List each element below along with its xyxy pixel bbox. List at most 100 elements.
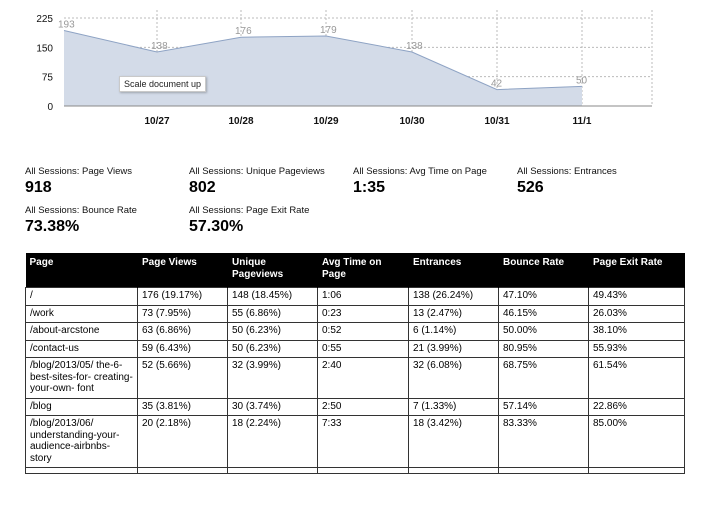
- table-cell: 20 (2.18%): [137, 415, 228, 468]
- pages-table: Page Page Views Unique Pageviews Avg Tim…: [25, 253, 685, 474]
- metric-unique-pageviews: All Sessions: Unique Pageviews 802: [189, 166, 325, 197]
- table-cell: 32 (3.99%): [227, 357, 318, 399]
- table-cell-page[interactable]: [25, 467, 138, 474]
- page-views-chart: 193 138 176 179 138 42 50 0 75 150 225 10/27 10/28 10…: [36, 10, 653, 127]
- table-cell-page[interactable]: /about-arcstone: [25, 322, 138, 341]
- metric-label: All Sessions: Page Views: [25, 166, 133, 177]
- table-cell: 47.10%: [498, 287, 589, 306]
- table-cell: 80.95%: [498, 339, 589, 358]
- table-cell-page[interactable]: /: [25, 287, 138, 306]
- table-cell: 0:52: [317, 322, 409, 341]
- x-tick-label: 10/28: [228, 116, 253, 127]
- column-header-avg-time[interactable]: Avg Time on Page: [317, 253, 409, 288]
- column-header-page[interactable]: Page: [25, 253, 138, 288]
- table-cell: 55.93%: [588, 339, 685, 358]
- table-cell: 46.15%: [498, 304, 589, 323]
- table-cell: 50 (6.23%): [227, 322, 318, 341]
- column-header-entrances[interactable]: Entrances: [408, 253, 499, 288]
- data-label: 179: [320, 25, 337, 36]
- data-label: 50: [576, 75, 588, 86]
- table-cell: [588, 467, 685, 474]
- table-row: [25, 467, 685, 474]
- metric-label: All Sessions: Entrances: [517, 166, 617, 177]
- y-tick-label: 150: [36, 43, 53, 54]
- x-tick-label: 10/30: [399, 116, 424, 127]
- column-header-unique-pageviews[interactable]: Unique Pageviews: [227, 253, 318, 288]
- table-cell: [227, 467, 318, 474]
- table-cell: 18 (3.42%): [408, 415, 499, 468]
- metric-avg-time: All Sessions: Avg Time on Page 1:35: [353, 166, 487, 197]
- table-cell: 6 (1.14%): [408, 322, 499, 341]
- data-label: 138: [151, 41, 168, 52]
- metric-value: 802: [189, 179, 216, 196]
- metric-label: All Sessions: Page Exit Rate: [189, 205, 310, 216]
- table-cell: 1:06: [317, 287, 409, 306]
- table-row: /about-arcstone 63 (6.86%) 50 (6.23%) 0:52 6…: [25, 322, 685, 341]
- data-label: 138: [406, 41, 423, 52]
- y-tick-label: 225: [36, 14, 53, 25]
- table-cell: 85.00%: [588, 415, 685, 468]
- table-row: /blog 35 (3.81%) 30 (3.74%) 2:50 7 (1.33%) 57…: [25, 397, 685, 416]
- data-label: 193: [58, 20, 75, 31]
- table-cell: [317, 467, 409, 474]
- table-cell: 73 (7.95%): [137, 304, 228, 323]
- table-cell: [498, 467, 589, 474]
- table-cell-page[interactable]: /blog/2013/06/ understanding-your- audie…: [25, 415, 138, 468]
- table-cell-page[interactable]: /blog: [25, 397, 138, 416]
- table-cell: 49.43%: [588, 287, 685, 306]
- table-cell: 63 (6.86%): [137, 322, 228, 341]
- metric-value: 73.38%: [25, 218, 80, 235]
- table-cell: 7 (1.33%): [408, 397, 499, 416]
- table-cell: 32 (6.08%): [408, 357, 499, 399]
- data-label: 42: [491, 79, 503, 90]
- table-cell-page[interactable]: /blog/2013/05/ the-6-best-sites-for- cre…: [25, 357, 138, 399]
- table-row: /blog/2013/05/ the-6-best-sites-for- cre…: [25, 357, 685, 399]
- table-cell: 7:33: [317, 415, 409, 468]
- table-cell: 30 (3.74%): [227, 397, 318, 416]
- table-cell: 21 (3.99%): [408, 339, 499, 358]
- metric-page-views: All Sessions: Page Views 918: [25, 166, 132, 197]
- metric-entrances: All Sessions: Entrances 526: [517, 166, 617, 197]
- table-row: /work 73 (7.95%) 55 (6.86%) 0:23 13 (2.47%) 4…: [25, 304, 685, 323]
- table-cell: 59 (6.43%): [137, 339, 228, 358]
- column-header-exit-rate[interactable]: Page Exit Rate: [588, 253, 685, 288]
- column-header-page-views[interactable]: Page Views: [137, 253, 228, 288]
- table-row: /contact-us 59 (6.43%) 50 (6.23%) 0:55 21 (3…: [25, 339, 685, 358]
- table-cell: 68.75%: [498, 357, 589, 399]
- column-header-bounce-rate[interactable]: Bounce Rate: [498, 253, 589, 288]
- table-cell: 148 (18.45%): [227, 287, 318, 306]
- table-cell: 176 (19.17%): [137, 287, 228, 306]
- series-line: [63, 30, 583, 91]
- metric-bounce-rate: All Sessions: Bounce Rate 73.38%: [25, 205, 137, 236]
- table-cell: 52 (5.66%): [137, 357, 228, 399]
- data-label: 176: [235, 26, 252, 37]
- table-cell: 50.00%: [498, 322, 589, 341]
- table-cell-page[interactable]: /work: [25, 304, 138, 323]
- table-cell: 0:23: [317, 304, 409, 323]
- table-cell: 50 (6.23%): [227, 339, 318, 358]
- table-cell: 2:50: [317, 397, 409, 416]
- y-tick-label: 75: [42, 73, 54, 84]
- table-cell: 0:55: [317, 339, 409, 358]
- metric-value: 918: [25, 179, 52, 196]
- tooltip: Scale document up: [119, 76, 207, 92]
- table-row: /blog/2013/06/ understanding-your- audie…: [25, 415, 685, 468]
- metric-value: 1:35: [353, 179, 386, 196]
- table-cell: [408, 467, 499, 474]
- metric-label: All Sessions: Bounce Rate: [25, 205, 137, 216]
- metric-label: All Sessions: Avg Time on Page: [353, 166, 487, 177]
- table-cell: 35 (3.81%): [137, 397, 228, 416]
- table-cell-page[interactable]: /contact-us: [25, 339, 138, 358]
- x-tick-label: 11/1: [573, 116, 592, 127]
- metric-label: All Sessions: Unique Pageviews: [189, 166, 325, 177]
- table-cell: 57.14%: [498, 397, 589, 416]
- metric-value: 526: [517, 179, 544, 196]
- table-cell: 2:40: [317, 357, 409, 399]
- x-tick-label: 10/29: [313, 116, 338, 127]
- table-cell: 38.10%: [588, 322, 685, 341]
- metric-exit-rate: All Sessions: Page Exit Rate 57.30%: [189, 205, 309, 236]
- table-cell: 55 (6.86%): [227, 304, 318, 323]
- table-cell: 61.54%: [588, 357, 685, 399]
- series-area: [64, 30, 582, 106]
- table-cell: 83.33%: [498, 415, 589, 468]
